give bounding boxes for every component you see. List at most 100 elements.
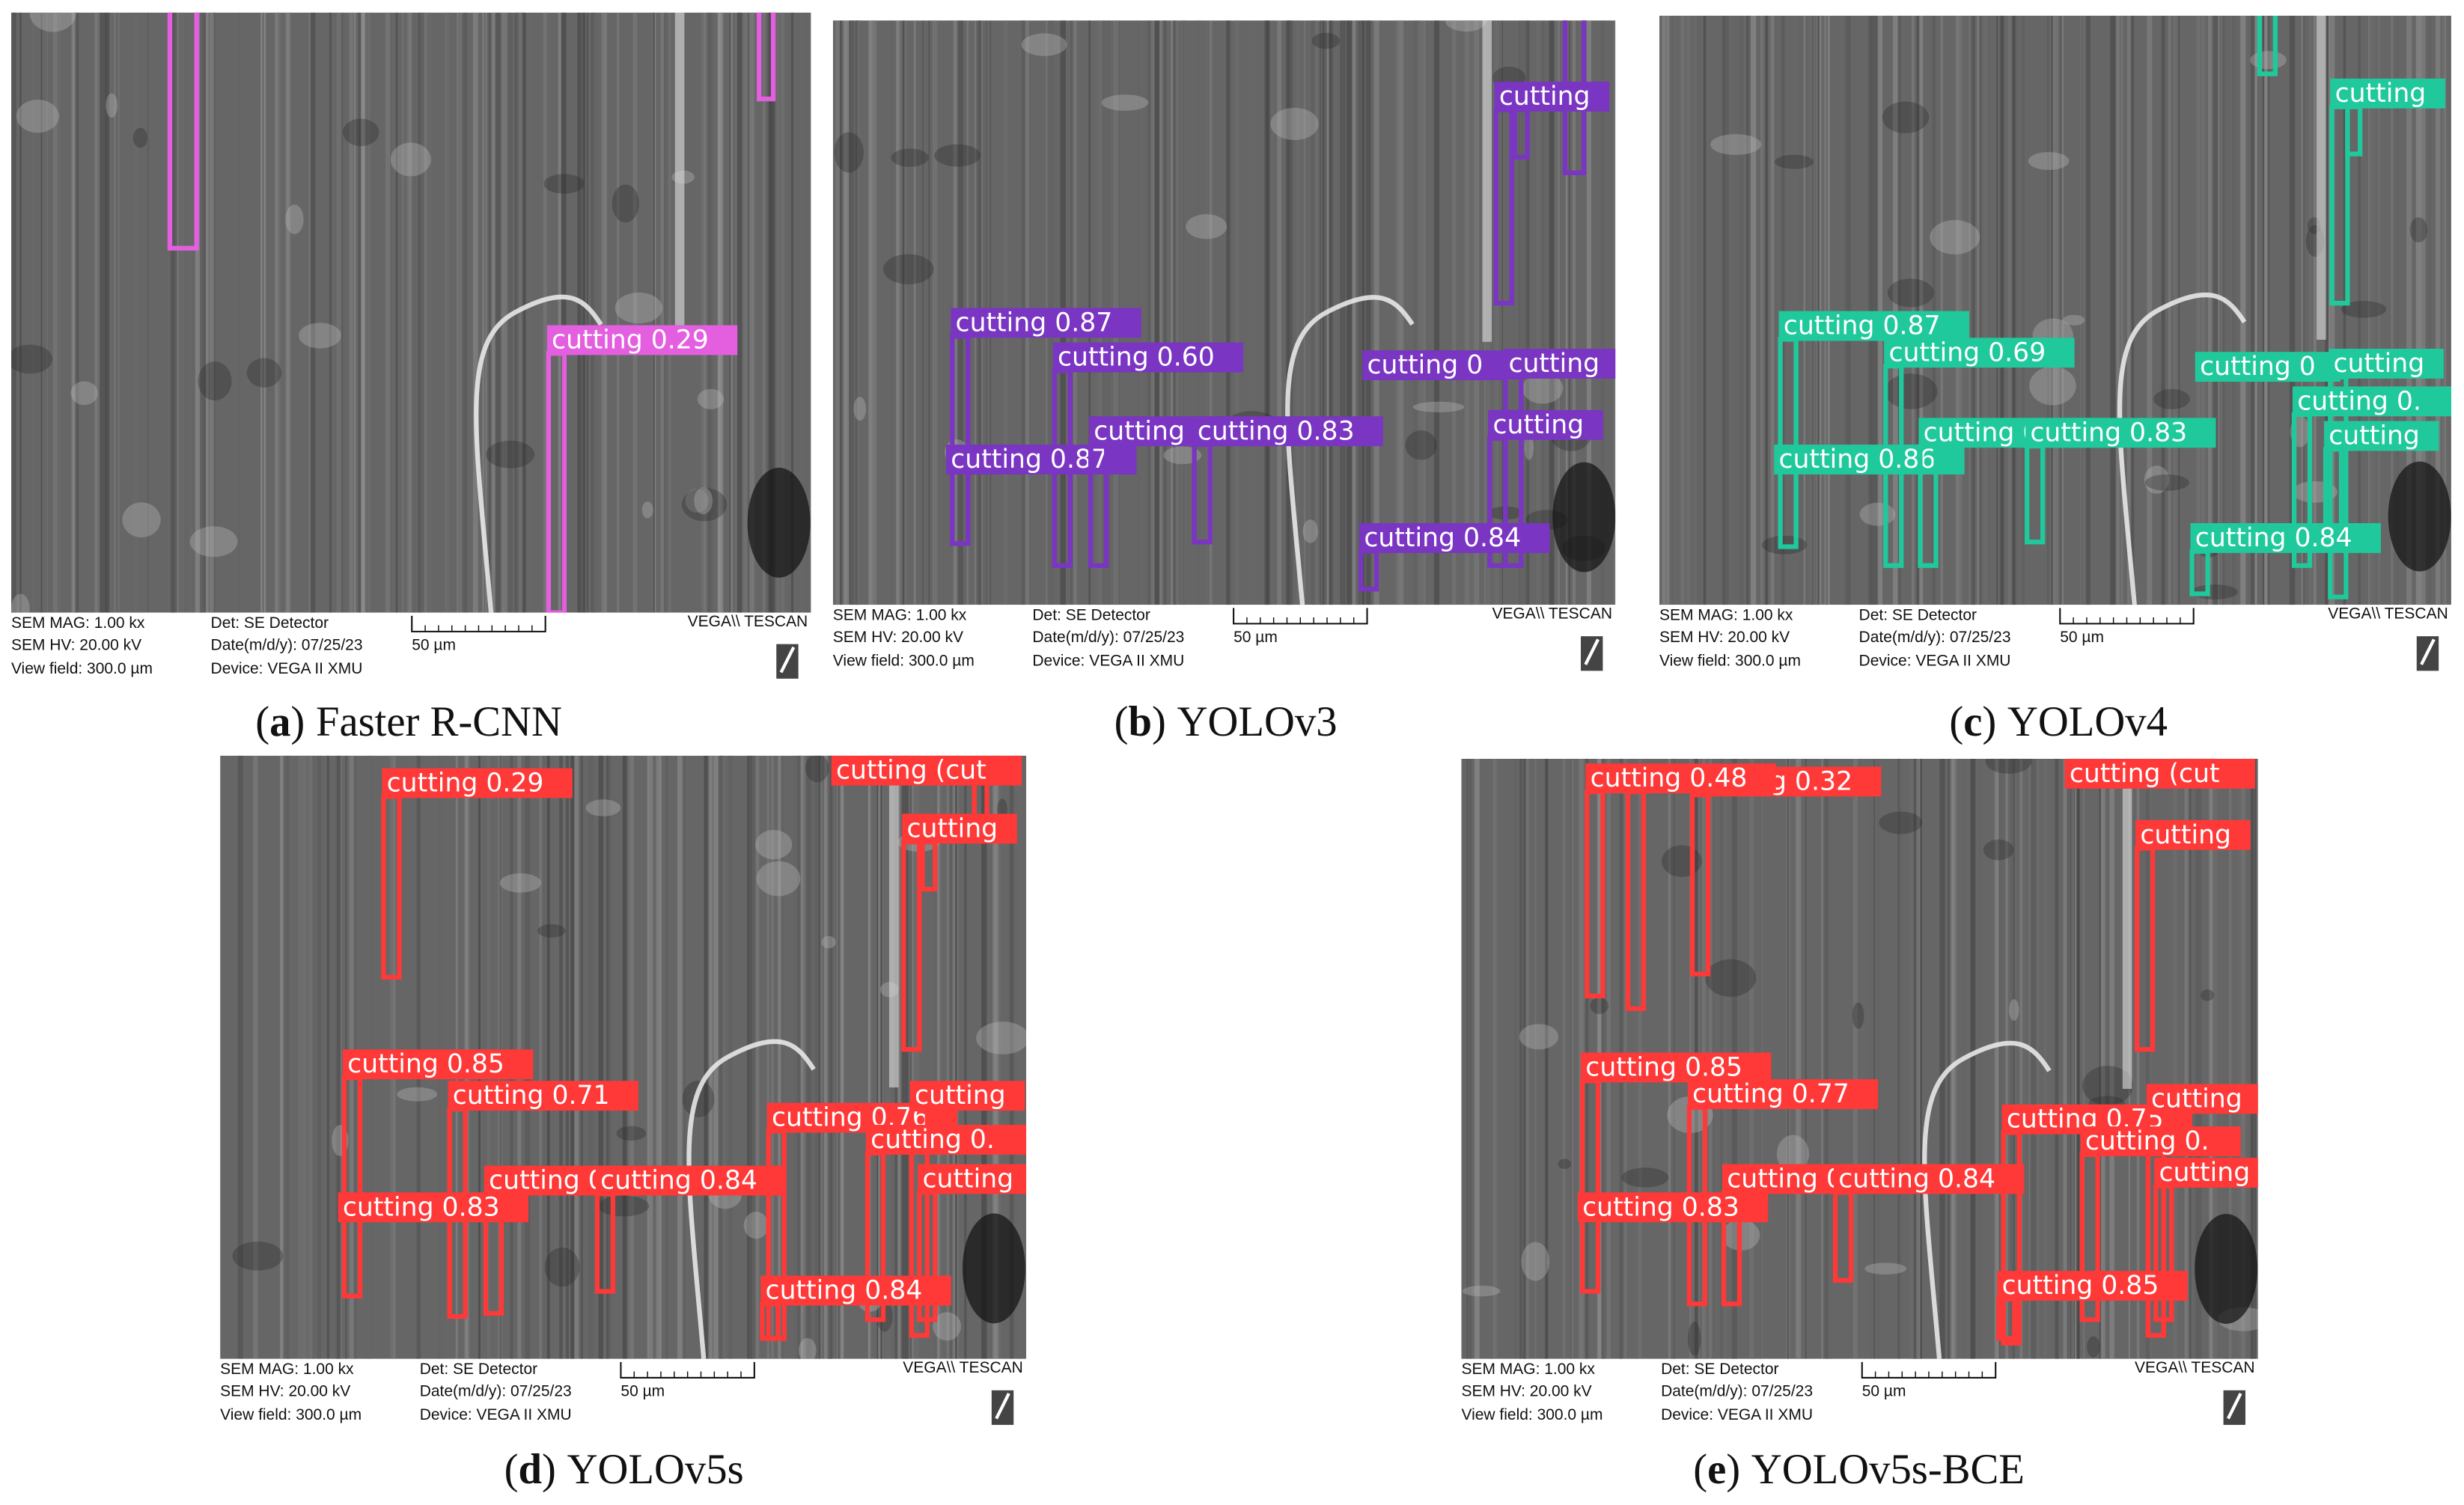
texture-stripe [835,20,838,605]
texture-stripe [1162,20,1167,605]
texture-stripe [957,755,959,1359]
sem-info: SEM MAG: 1.00 kx [1659,606,1793,623]
texture-stripe [775,12,778,613]
label-background [1192,416,1383,447]
detection-label: cutting [2159,1158,2251,1188]
texture-spot [1930,219,1980,254]
texture-stripe [1663,15,1669,605]
detection-label: cutting (cut [836,756,986,786]
texture-stripe [1464,20,1470,605]
texture-spot [1688,1322,1701,1356]
texture-stripe [1765,15,1768,605]
texture-spot [933,1312,962,1341]
texture-stripe [1979,758,1981,1359]
texture-stripe [1913,758,1918,1359]
crack [1285,295,1415,605]
texture-stripe [1996,15,1998,605]
texture-stripe [2013,15,2015,605]
texture-stripe [418,12,421,613]
texture-stripe [2325,15,2329,605]
texture-stripe [747,755,749,1359]
texture-stripe [1534,758,1537,1359]
texture-spot [2201,989,2215,1001]
texture-stripe [1760,15,1763,605]
dark-region [1552,462,1616,573]
texture-stripe [1209,20,1213,605]
texture-spot [2029,366,2076,406]
texture-spot [1864,1263,1907,1275]
texture-spot [232,1241,284,1271]
texture-spot [805,755,829,783]
texture-spot [390,142,431,177]
texture-stripe [365,12,370,613]
texture-stripe [1671,15,1674,605]
texture-stripe [1771,15,1775,605]
texture-spot [499,873,541,893]
sem-info: Date(m/d/y): 07/25/23 [1859,629,2011,646]
detection-label: cutting [922,1164,1013,1194]
texture-stripe [566,755,569,1359]
texture-stripe [2239,15,2246,605]
detection-box [167,12,199,251]
panel-caption: (b) YOLOv3 [1114,699,1338,745]
texture-stripe [1909,15,1911,605]
sem-info: SEM MAG: 1.00 kx [11,614,145,632]
texture-spot [1776,1135,1810,1173]
texture-stripe [1803,15,1809,605]
texture-stripe [905,755,909,1359]
texture-stripe [771,755,774,1359]
texture-stripe [841,755,844,1359]
texture-stripe [2288,15,2291,605]
texture-stripe [2101,758,2106,1359]
texture-stripe [1206,20,1208,605]
texture-stripe [99,12,105,613]
texture-stripe [743,12,748,613]
detection-label: cutting [2140,820,2231,850]
texture-stripe [288,755,293,1359]
dark-region [747,467,811,578]
label-background [1362,350,1508,380]
texture-stripe [528,12,532,613]
texture-stripe [704,12,709,613]
caption-name: YOLOv5s [567,1447,744,1493]
texture-stripe [1948,758,1951,1359]
texture-stripe [616,12,620,613]
label-background [1884,338,2075,368]
sem-image: cutting 0.29 cutting (cut cutting cutting 0… [220,755,1027,1359]
texture-stripe [769,12,775,613]
texture-stripe [19,12,22,613]
texture-stripe [2231,758,2233,1359]
sem-info: View field: 300.0 µm [1461,1406,1602,1423]
texture-stripe [797,755,801,1359]
texture-stripe [910,755,912,1359]
texture-stripe [1826,15,1828,605]
texture-spot [1859,502,1896,526]
texture-stripe [876,755,881,1359]
brand-icon-mark [995,1393,1010,1420]
texture-stripe [1572,758,1573,1359]
detection-label: cutting 0.86 [1779,445,1936,474]
texture-stripe [1916,758,1921,1359]
texture-stripe [1361,20,1365,605]
brand-icon-mark [1584,638,1600,665]
texture-spot [976,1022,1027,1054]
texture-stripe [1266,20,1270,605]
texture-stripe [677,755,683,1359]
texture-stripe [2428,15,2431,605]
texture-stripe [849,20,855,605]
texture-stripe [472,12,478,613]
texture-stripe [1452,20,1457,605]
texture-stripe [31,12,34,613]
texture-stripe [458,12,460,613]
texture-stripe [731,12,733,613]
texture-stripe [179,12,184,613]
caption-name: YOLOv5s-BCE [1751,1447,2025,1493]
texture-stripe [482,12,484,613]
texture-stripe [2147,758,2152,1359]
texture-spot [853,397,867,421]
sem-info: Device: VEGA II XMU [211,660,363,677]
scale-label: 50 µm [412,636,456,653]
texture-stripe [73,12,75,613]
texture-stripe [2367,15,2370,605]
texture-stripe [914,755,919,1359]
